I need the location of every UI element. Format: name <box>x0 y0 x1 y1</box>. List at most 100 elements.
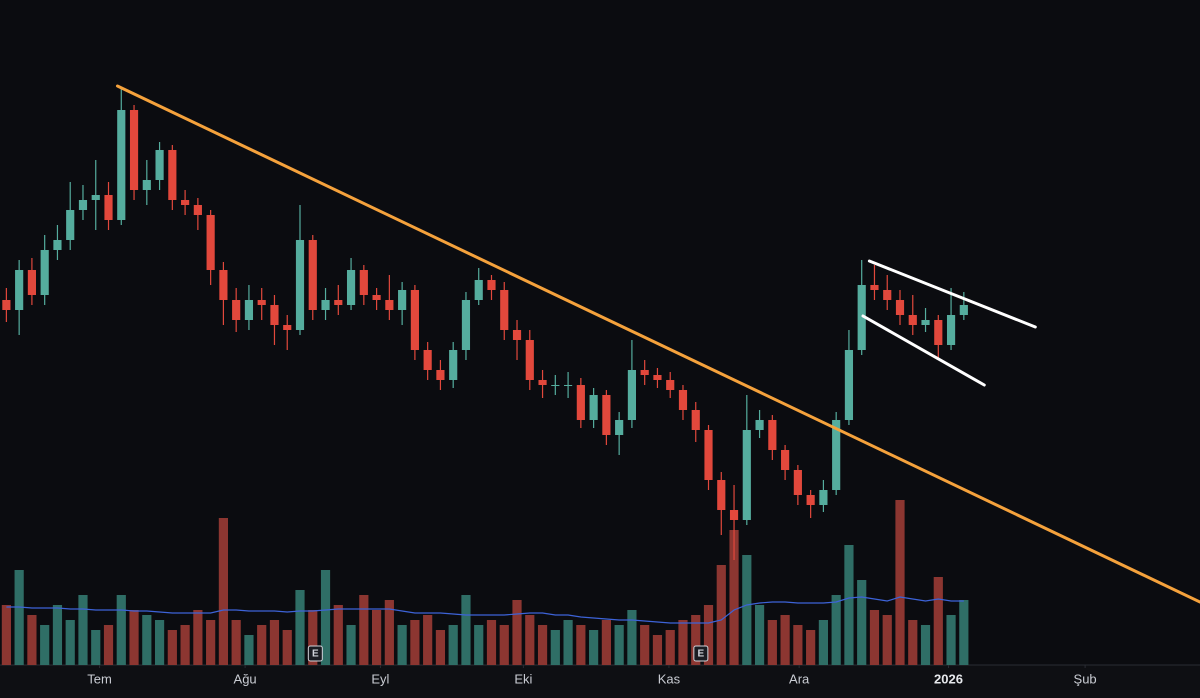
volume-bar <box>308 610 318 665</box>
candle-body <box>627 370 636 420</box>
volume-bar <box>1 605 11 665</box>
volume-bar <box>576 625 586 665</box>
volume-bar <box>142 615 152 665</box>
volume-bar <box>844 545 854 665</box>
x-tick-label: 2026 <box>934 671 963 686</box>
volume-bar <box>857 580 867 665</box>
x-tick-label: Ağu <box>234 671 257 686</box>
candle-body <box>870 285 879 290</box>
event-marker <box>693 645 709 662</box>
trend-line <box>115 84 1200 604</box>
volume-bar <box>244 635 254 665</box>
volume-bar <box>831 595 841 665</box>
volume-bar <box>474 625 484 665</box>
candle-body <box>423 350 432 370</box>
volume-bar <box>333 605 343 665</box>
candle-body <box>576 385 585 420</box>
candle-body <box>359 270 368 295</box>
volume-bar <box>486 620 497 665</box>
candle-body <box>844 350 854 420</box>
candle-body <box>283 325 292 330</box>
volume-bar <box>65 620 75 665</box>
volume-bar <box>716 565 726 665</box>
candle-body <box>40 250 49 295</box>
volume-bar <box>346 625 356 665</box>
candle-body <box>883 290 892 300</box>
candle-body <box>717 480 726 510</box>
x-tick-label: Kas <box>658 671 681 686</box>
volume-bar <box>40 625 50 665</box>
candle-body <box>206 215 215 270</box>
volume-bar <box>423 615 433 665</box>
candle-body <box>461 300 471 350</box>
volume-bar <box>640 625 650 665</box>
volume-bar <box>946 615 956 665</box>
candle-body <box>385 300 394 310</box>
volume-bar <box>129 610 139 665</box>
volume-bar <box>869 610 880 665</box>
event-label: E <box>312 649 319 660</box>
volume-bar <box>193 610 203 665</box>
candle-body <box>2 300 11 310</box>
candle-body <box>704 430 713 480</box>
candle-body <box>334 300 343 305</box>
candle-body <box>806 495 815 505</box>
volume-bar <box>882 615 892 665</box>
volume-bar <box>525 615 535 665</box>
volume-bar <box>920 625 931 665</box>
volume-bar <box>116 595 126 665</box>
candle-body <box>512 330 522 340</box>
candle-body <box>142 180 151 190</box>
candle-body <box>729 510 739 520</box>
volume-bar <box>448 625 458 665</box>
volume-bar <box>933 577 943 665</box>
candle-body <box>857 285 866 350</box>
candle-body <box>53 240 62 250</box>
volume-bar <box>359 595 369 665</box>
candle-body <box>538 380 547 385</box>
event-marker <box>307 645 323 662</box>
x-tick-label: Ara <box>789 671 810 686</box>
candle-body <box>219 270 228 300</box>
x-axis: Tem Ağu Eyl Eki Kas Ara 2026 Şub <box>87 665 1097 686</box>
candle-body <box>78 200 88 210</box>
volume-bar <box>601 620 611 665</box>
candle-body <box>168 150 177 200</box>
candle-body <box>270 305 279 325</box>
price-pane <box>2 84 1200 604</box>
volume-bar <box>435 630 446 665</box>
volume-bar <box>729 530 739 665</box>
candle-body <box>551 385 560 386</box>
candle-body <box>117 110 126 220</box>
candle-body <box>398 290 407 310</box>
candle-body <box>295 240 305 330</box>
volume-ma-line <box>6 596 964 624</box>
volume-bar <box>589 630 599 665</box>
volume-bar <box>295 590 305 665</box>
volume-bar <box>703 605 714 665</box>
volume-bar <box>103 625 114 665</box>
volume-bar <box>14 570 24 665</box>
candle-body <box>193 205 202 215</box>
volume-bar <box>678 620 688 665</box>
candle-body <box>819 490 828 505</box>
volume-bar <box>167 630 177 665</box>
volume-bar <box>767 620 777 665</box>
volume-bar <box>818 620 828 665</box>
candle-body <box>66 210 75 240</box>
volume-bar <box>27 615 37 665</box>
volume-bar <box>665 630 675 665</box>
volume-bar <box>52 605 63 665</box>
candle-body <box>500 290 509 330</box>
volume-bar <box>806 630 816 665</box>
candle-body <box>934 320 943 345</box>
candle-body <box>91 195 100 200</box>
candle-body <box>653 375 662 380</box>
volume-bar <box>550 630 560 665</box>
volume-bar <box>793 625 803 665</box>
candle-body <box>691 410 700 430</box>
volume-bar <box>780 615 790 665</box>
volume-bar <box>627 610 637 665</box>
volume-bar <box>320 570 331 665</box>
candle-body <box>832 420 841 490</box>
